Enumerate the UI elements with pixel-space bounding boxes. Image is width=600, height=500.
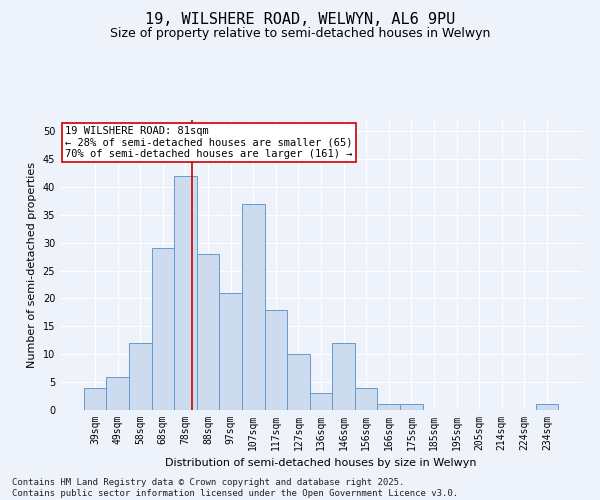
Bar	[106, 376, 129, 410]
Text: Size of property relative to semi-detached houses in Welwyn: Size of property relative to semi-detach…	[110, 28, 490, 40]
Bar	[536, 404, 558, 410]
Bar	[84, 388, 106, 410]
X-axis label: Distribution of semi-detached houses by size in Welwyn: Distribution of semi-detached houses by …	[165, 458, 477, 468]
Text: Contains HM Land Registry data © Crown copyright and database right 2025.
Contai: Contains HM Land Registry data © Crown c…	[12, 478, 458, 498]
Text: 19 WILSHERE ROAD: 81sqm
← 28% of semi-detached houses are smaller (65)
70% of se: 19 WILSHERE ROAD: 81sqm ← 28% of semi-de…	[65, 126, 353, 159]
Text: 19, WILSHERE ROAD, WELWYN, AL6 9PU: 19, WILSHERE ROAD, WELWYN, AL6 9PU	[145, 12, 455, 28]
Bar	[220, 293, 242, 410]
Bar	[265, 310, 287, 410]
Bar	[152, 248, 174, 410]
Bar	[197, 254, 220, 410]
Y-axis label: Number of semi-detached properties: Number of semi-detached properties	[27, 162, 37, 368]
Bar	[242, 204, 265, 410]
Bar	[355, 388, 377, 410]
Bar	[377, 404, 400, 410]
Bar	[332, 343, 355, 410]
Bar	[287, 354, 310, 410]
Bar	[400, 404, 422, 410]
Bar	[310, 394, 332, 410]
Bar	[174, 176, 197, 410]
Bar	[129, 343, 152, 410]
